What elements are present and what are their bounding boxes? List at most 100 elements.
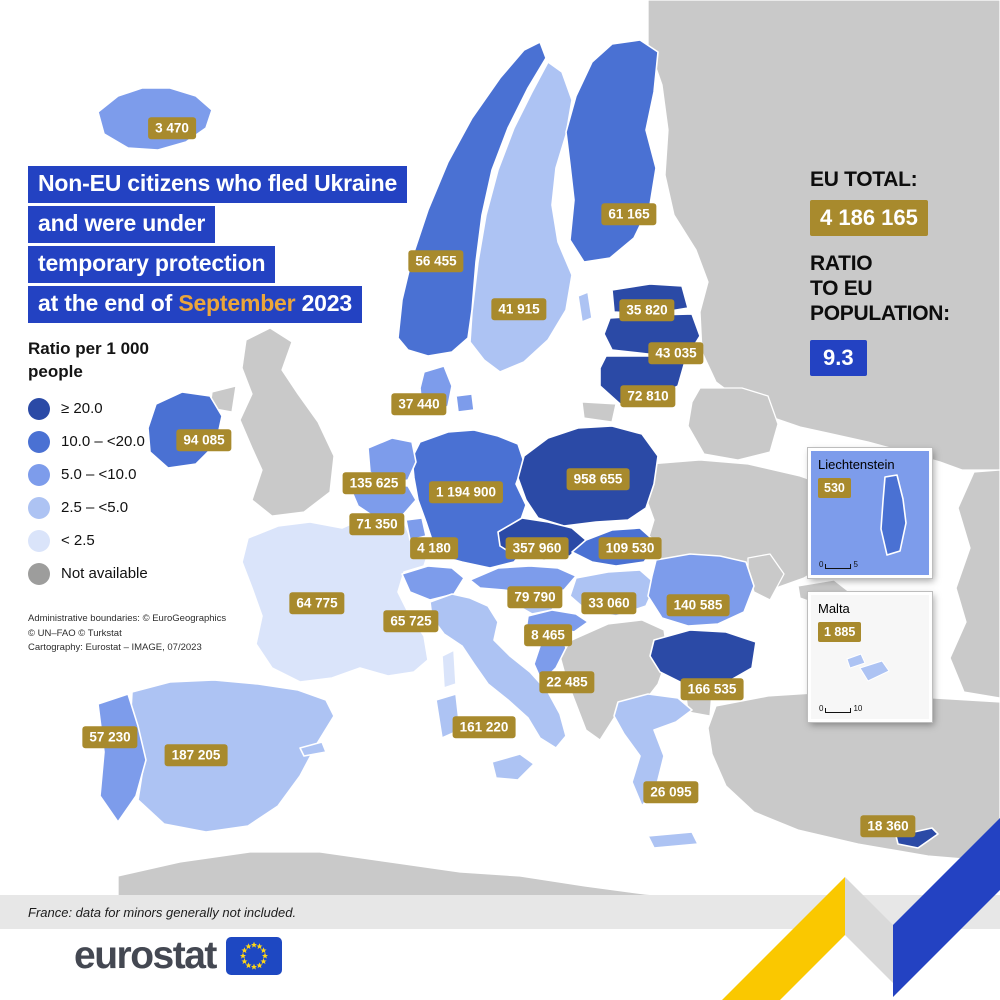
- country-luxembourg: [405, 517, 427, 541]
- brand: eurostat: [74, 934, 282, 978]
- title-line4-prefix: at the end of: [38, 290, 179, 316]
- value-badge-spain: 187 205: [164, 744, 228, 766]
- country-greece: [613, 693, 693, 807]
- legend: Ratio per 1 000 people ≥ 20.0 10.0 – <20.…: [28, 338, 149, 596]
- legend-item-label: 5.0 – <10.0: [61, 466, 137, 484]
- eu-totals: EU TOTAL: 4 186 165 RATIO TO EU POPULATI…: [810, 168, 1000, 377]
- value-badge-bulgaria: 166 535: [680, 678, 744, 700]
- country-denmark-isles: [455, 393, 475, 413]
- title-line-3: temporary protection: [28, 246, 276, 283]
- value-badge-latvia: 43 035: [648, 342, 704, 364]
- country-liechtenstein: [880, 474, 907, 556]
- landmass-kaliningrad: [581, 401, 617, 423]
- landmass-belarus: [687, 387, 779, 461]
- value-badge-finland: 61 165: [601, 203, 657, 225]
- country-sweden: [469, 61, 573, 373]
- value-badge-slovakia: 109 530: [598, 537, 662, 559]
- title-line4-month: September: [178, 290, 296, 316]
- value-badge-ireland: 94 085: [176, 429, 232, 451]
- value-badge-belgium: 71 350: [349, 513, 405, 535]
- ratio-value-badge: 9.3: [810, 340, 867, 377]
- value-badge-romania: 140 585: [666, 594, 730, 616]
- malta-scalebar: 0 10: [819, 704, 862, 713]
- eu-flag-icon: [225, 937, 282, 975]
- eu-total-label: EU TOTAL:: [810, 168, 918, 191]
- country-bulgaria: [649, 629, 757, 687]
- liechtenstein-value-badge: 530: [818, 478, 851, 498]
- legend-item: 10.0 – <20.0: [28, 430, 149, 453]
- value-badge-hungary: 33 060: [581, 592, 637, 614]
- legend-color-dot: [28, 562, 50, 585]
- malta-value-badge: 1 885: [818, 622, 862, 642]
- title-line-2: and were under: [28, 206, 216, 243]
- country-corsica: [441, 649, 457, 689]
- eurostat-logo: eurostat: [74, 934, 217, 977]
- legend-item: Not available: [28, 562, 149, 585]
- legend-title: Ratio per 1 000 people: [28, 338, 149, 384]
- scale-bar: [825, 564, 852, 569]
- value-badge-sweden: 41 915: [491, 298, 547, 320]
- value-badge-poland: 958 655: [566, 468, 630, 490]
- value-badge-switzerland: 65 725: [383, 610, 439, 632]
- value-badge-greece: 26 095: [643, 781, 699, 803]
- value-badge-austria: 79 790: [507, 586, 563, 608]
- value-badge-france: 64 775: [289, 592, 345, 614]
- legend-color-dot: [28, 397, 50, 420]
- title-line-1: Non-EU citizens who fled Ukraine: [28, 166, 408, 203]
- ratio-label-line1: RATIO: [810, 252, 873, 275]
- credit-line-1: Administrative boundaries: © EuroGeograp…: [28, 613, 227, 624]
- scale-end: 10: [853, 704, 863, 713]
- country-crete: [647, 831, 699, 849]
- malta-inset-title: Malta: [818, 601, 850, 616]
- country-norway: [397, 41, 547, 357]
- liechtenstein-inset-title: Liechtenstein: [818, 457, 895, 472]
- malta-inset: Malta 1 885 0 10: [807, 591, 933, 723]
- value-badge-portugal: 57 230: [82, 726, 138, 748]
- credit-line-2: © UN–FAO © Turkstat: [28, 627, 122, 639]
- ratio-label-line3: POPULATION:: [810, 301, 950, 325]
- value-badge-lithuania: 72 810: [620, 385, 676, 407]
- ratio-label-line2: TO EU: [810, 276, 873, 300]
- footnote-text: France: data for minors generally not in…: [28, 904, 297, 920]
- value-badge-netherlands: 135 625: [342, 472, 406, 494]
- legend-item: 2.5 – <5.0: [28, 496, 149, 519]
- value-badge-germany: 1 194 900: [428, 481, 504, 503]
- scale-bar: [825, 708, 852, 713]
- country-sicily: [491, 753, 535, 781]
- legend-color-dot: [28, 529, 50, 552]
- country-switzerland: [401, 565, 465, 601]
- landmass-caucasus: [949, 469, 1000, 699]
- legend-item: 5.0 – <10.0: [28, 463, 149, 486]
- value-badge-norway: 56 455: [408, 250, 464, 272]
- legend-title-line1: Ratio per 1 000: [28, 339, 149, 358]
- legend-color-dot: [28, 430, 50, 453]
- legend-title-line2: people: [28, 361, 83, 381]
- value-badge-cyprus: 18 360: [860, 815, 916, 837]
- value-badge-estonia: 35 820: [619, 299, 675, 321]
- legend-color-dot: [28, 463, 50, 486]
- malta-inset-bg: [811, 595, 929, 719]
- value-badge-italy: 161 220: [452, 716, 516, 738]
- value-badge-denmark: 37 440: [391, 393, 447, 415]
- title-block: Non-EU citizens who fled Ukraine and wer…: [28, 166, 408, 326]
- title-line4-year: 2023: [295, 290, 353, 316]
- value-badge-czechia: 357 960: [505, 537, 569, 559]
- ratio-label: RATIO TO EU POPULATION:: [810, 252, 1000, 326]
- liechtenstein-inset-map: [811, 451, 929, 575]
- malta-inset-map: [811, 595, 929, 719]
- legend-item-label: 10.0 – <20.0: [61, 433, 145, 451]
- legend-item-label: Not available: [61, 565, 148, 583]
- value-badge-croatia: 22 485: [539, 671, 595, 693]
- country-italy: [429, 593, 567, 749]
- scale-end: 5: [853, 560, 858, 569]
- credit-line-3: Cartography: Eurostat – IMAGE, 07/2023: [28, 642, 202, 654]
- credits: Administrative boundaries: © EuroGeograp…: [28, 612, 226, 656]
- liechtenstein-inset-bg: [811, 451, 929, 575]
- legend-item-label: < 2.5: [61, 532, 95, 550]
- value-badge-iceland: 3 470: [148, 117, 196, 139]
- country-spain: [129, 679, 335, 833]
